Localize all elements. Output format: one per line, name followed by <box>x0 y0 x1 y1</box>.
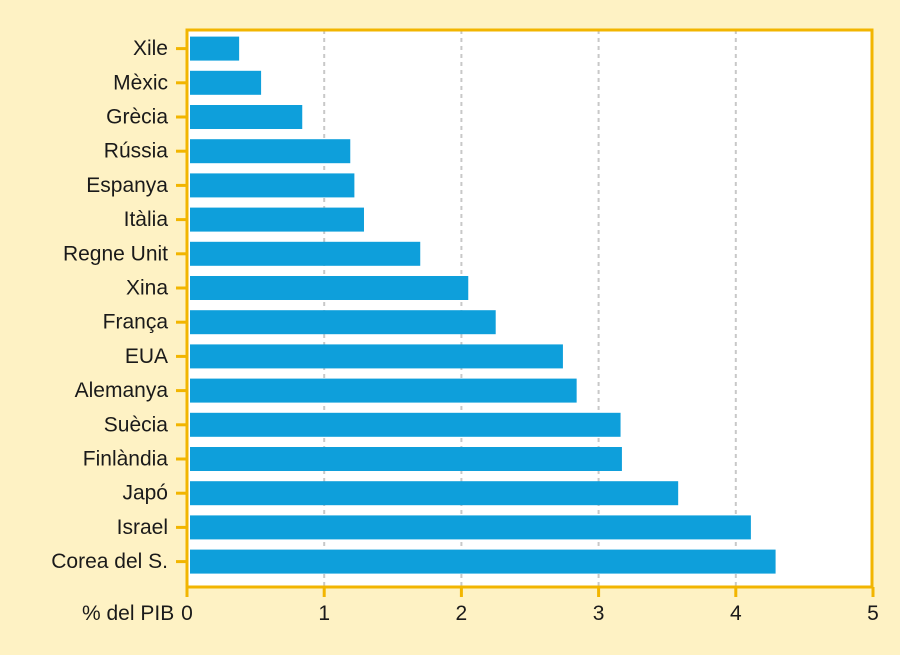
bar-13 <box>190 481 679 506</box>
bar-7 <box>190 276 469 300</box>
bar-11 <box>190 412 621 437</box>
bar-2 <box>190 105 303 129</box>
bar-8 <box>190 310 496 335</box>
plot-frame <box>185 28 874 589</box>
category-label-8: França <box>103 311 169 334</box>
category-label-2: Grècia <box>106 106 168 129</box>
category-label-0: Xile <box>133 37 168 60</box>
bar-1 <box>190 70 262 95</box>
category-label-10: Alemanya <box>75 379 169 402</box>
x-tick-label-0: 0 <box>181 602 193 625</box>
x-tick-label-4: 4 <box>730 602 742 625</box>
category-label-9: EUA <box>125 345 168 368</box>
category-label-11: Suècia <box>104 413 169 436</box>
bar-3 <box>190 139 351 164</box>
category-label-3: Rússia <box>104 140 169 163</box>
bar-10 <box>190 378 577 403</box>
category-label-13: Japó <box>122 482 168 505</box>
bar-15 <box>190 549 776 574</box>
category-label-7: Xina <box>126 277 168 300</box>
category-label-12: Finlàndia <box>83 448 169 471</box>
bar-14 <box>190 515 751 540</box>
x-tick-label-3: 3 <box>593 602 605 625</box>
category-label-1: Mèxic <box>113 71 168 94</box>
x-axis-ticks: 0 1 2 3 4 5 <box>181 587 879 625</box>
bar-9 <box>190 344 563 369</box>
category-label-15: Corea del S. <box>51 550 168 573</box>
category-labels: Xile Mèxic Grècia Rússia Espanya Itàlia Regne … <box>51 37 187 573</box>
bar-4 <box>190 173 355 198</box>
bar-6 <box>190 241 421 266</box>
category-label-4: Espanya <box>86 174 168 197</box>
bar-0 <box>190 36 240 61</box>
x-tick-label-1: 1 <box>318 602 330 625</box>
x-axis-title: % del PIB <box>82 602 174 625</box>
category-label-5: Itàlia <box>124 208 169 231</box>
category-label-14: Israel <box>117 516 168 539</box>
bars <box>190 36 776 574</box>
bar-12 <box>190 447 622 471</box>
x-tick-label-5: 5 <box>867 602 879 625</box>
x-tick-label-2: 2 <box>456 602 468 625</box>
bar-5 <box>190 207 364 232</box>
category-label-6: Regne Unit <box>63 242 168 265</box>
